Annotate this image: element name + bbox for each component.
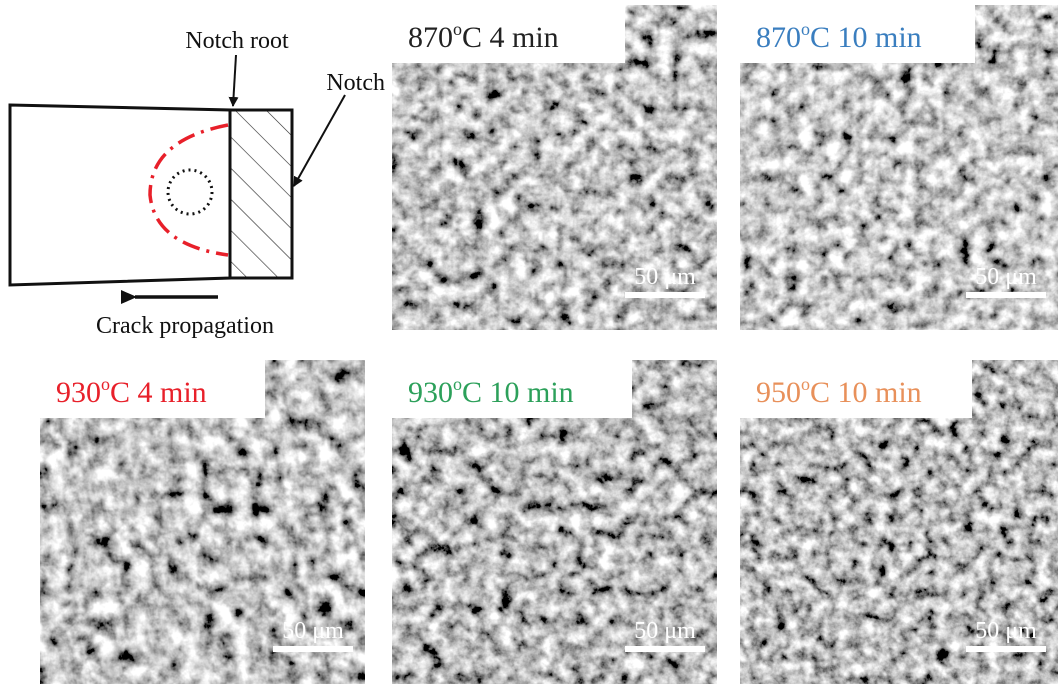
panel-label: 930oC 10 min — [408, 374, 574, 409]
notch-arrow — [294, 95, 345, 186]
panel-label: 870oC 10 min — [756, 19, 922, 54]
scale-bar — [966, 646, 1046, 652]
scale-bar — [966, 292, 1046, 298]
scale-bar-label: 50 μm — [634, 618, 696, 644]
label-degree: o — [101, 374, 110, 394]
notch-label: Notch — [326, 70, 385, 96]
label-degree: o — [801, 19, 810, 39]
label-temp: 870 — [408, 21, 453, 54]
label-unit: C 10 min — [810, 21, 922, 54]
label-degree: o — [453, 19, 462, 39]
scale-bar-label: 50 μm — [975, 264, 1037, 290]
label-temp: 930 — [408, 376, 453, 409]
label-temp: 930 — [56, 376, 101, 409]
figure: Notch root Notch Crack propagation 870oC… — [0, 0, 1058, 684]
label-unit: C 4 min — [110, 376, 207, 409]
label-temp: 950 — [756, 376, 801, 409]
sem-panel: 930oC 10 min 50 μm — [392, 360, 717, 684]
sem-panel: 870oC 10 min 50 μm — [740, 5, 1058, 330]
scale-bar — [273, 646, 353, 652]
label-unit: C 10 min — [810, 376, 922, 409]
panel-label: 950oC 10 min — [756, 374, 922, 409]
sem-panel: 950oC 10 min 50 μm — [740, 360, 1058, 684]
scale-bar-label: 50 μm — [282, 618, 344, 644]
label-unit: C 4 min — [462, 21, 559, 54]
label-degree: o — [453, 374, 462, 394]
notch-root-arrow — [233, 55, 236, 106]
notch-root-label: Notch root — [185, 28, 289, 54]
panel-label: 870oC 4 min — [408, 19, 559, 54]
label-temp: 870 — [756, 21, 801, 54]
scale-bar-label: 50 μm — [634, 264, 696, 290]
scale-bar-label: 50 μm — [975, 618, 1037, 644]
notch-region — [230, 110, 292, 278]
label-unit: C 10 min — [462, 376, 574, 409]
panel-label: 930oC 4 min — [56, 374, 207, 409]
scale-bar — [625, 646, 705, 652]
sem-panel: 930oC 4 min 50 μm — [40, 360, 365, 684]
crack-label: Crack propagation — [96, 313, 274, 339]
schematic: Notch root Notch Crack propagation — [10, 28, 385, 339]
sem-panel: 870oC 4 min 50 μm — [392, 5, 717, 330]
scale-bar — [625, 292, 705, 298]
specimen — [10, 105, 230, 285]
label-degree: o — [801, 374, 810, 394]
